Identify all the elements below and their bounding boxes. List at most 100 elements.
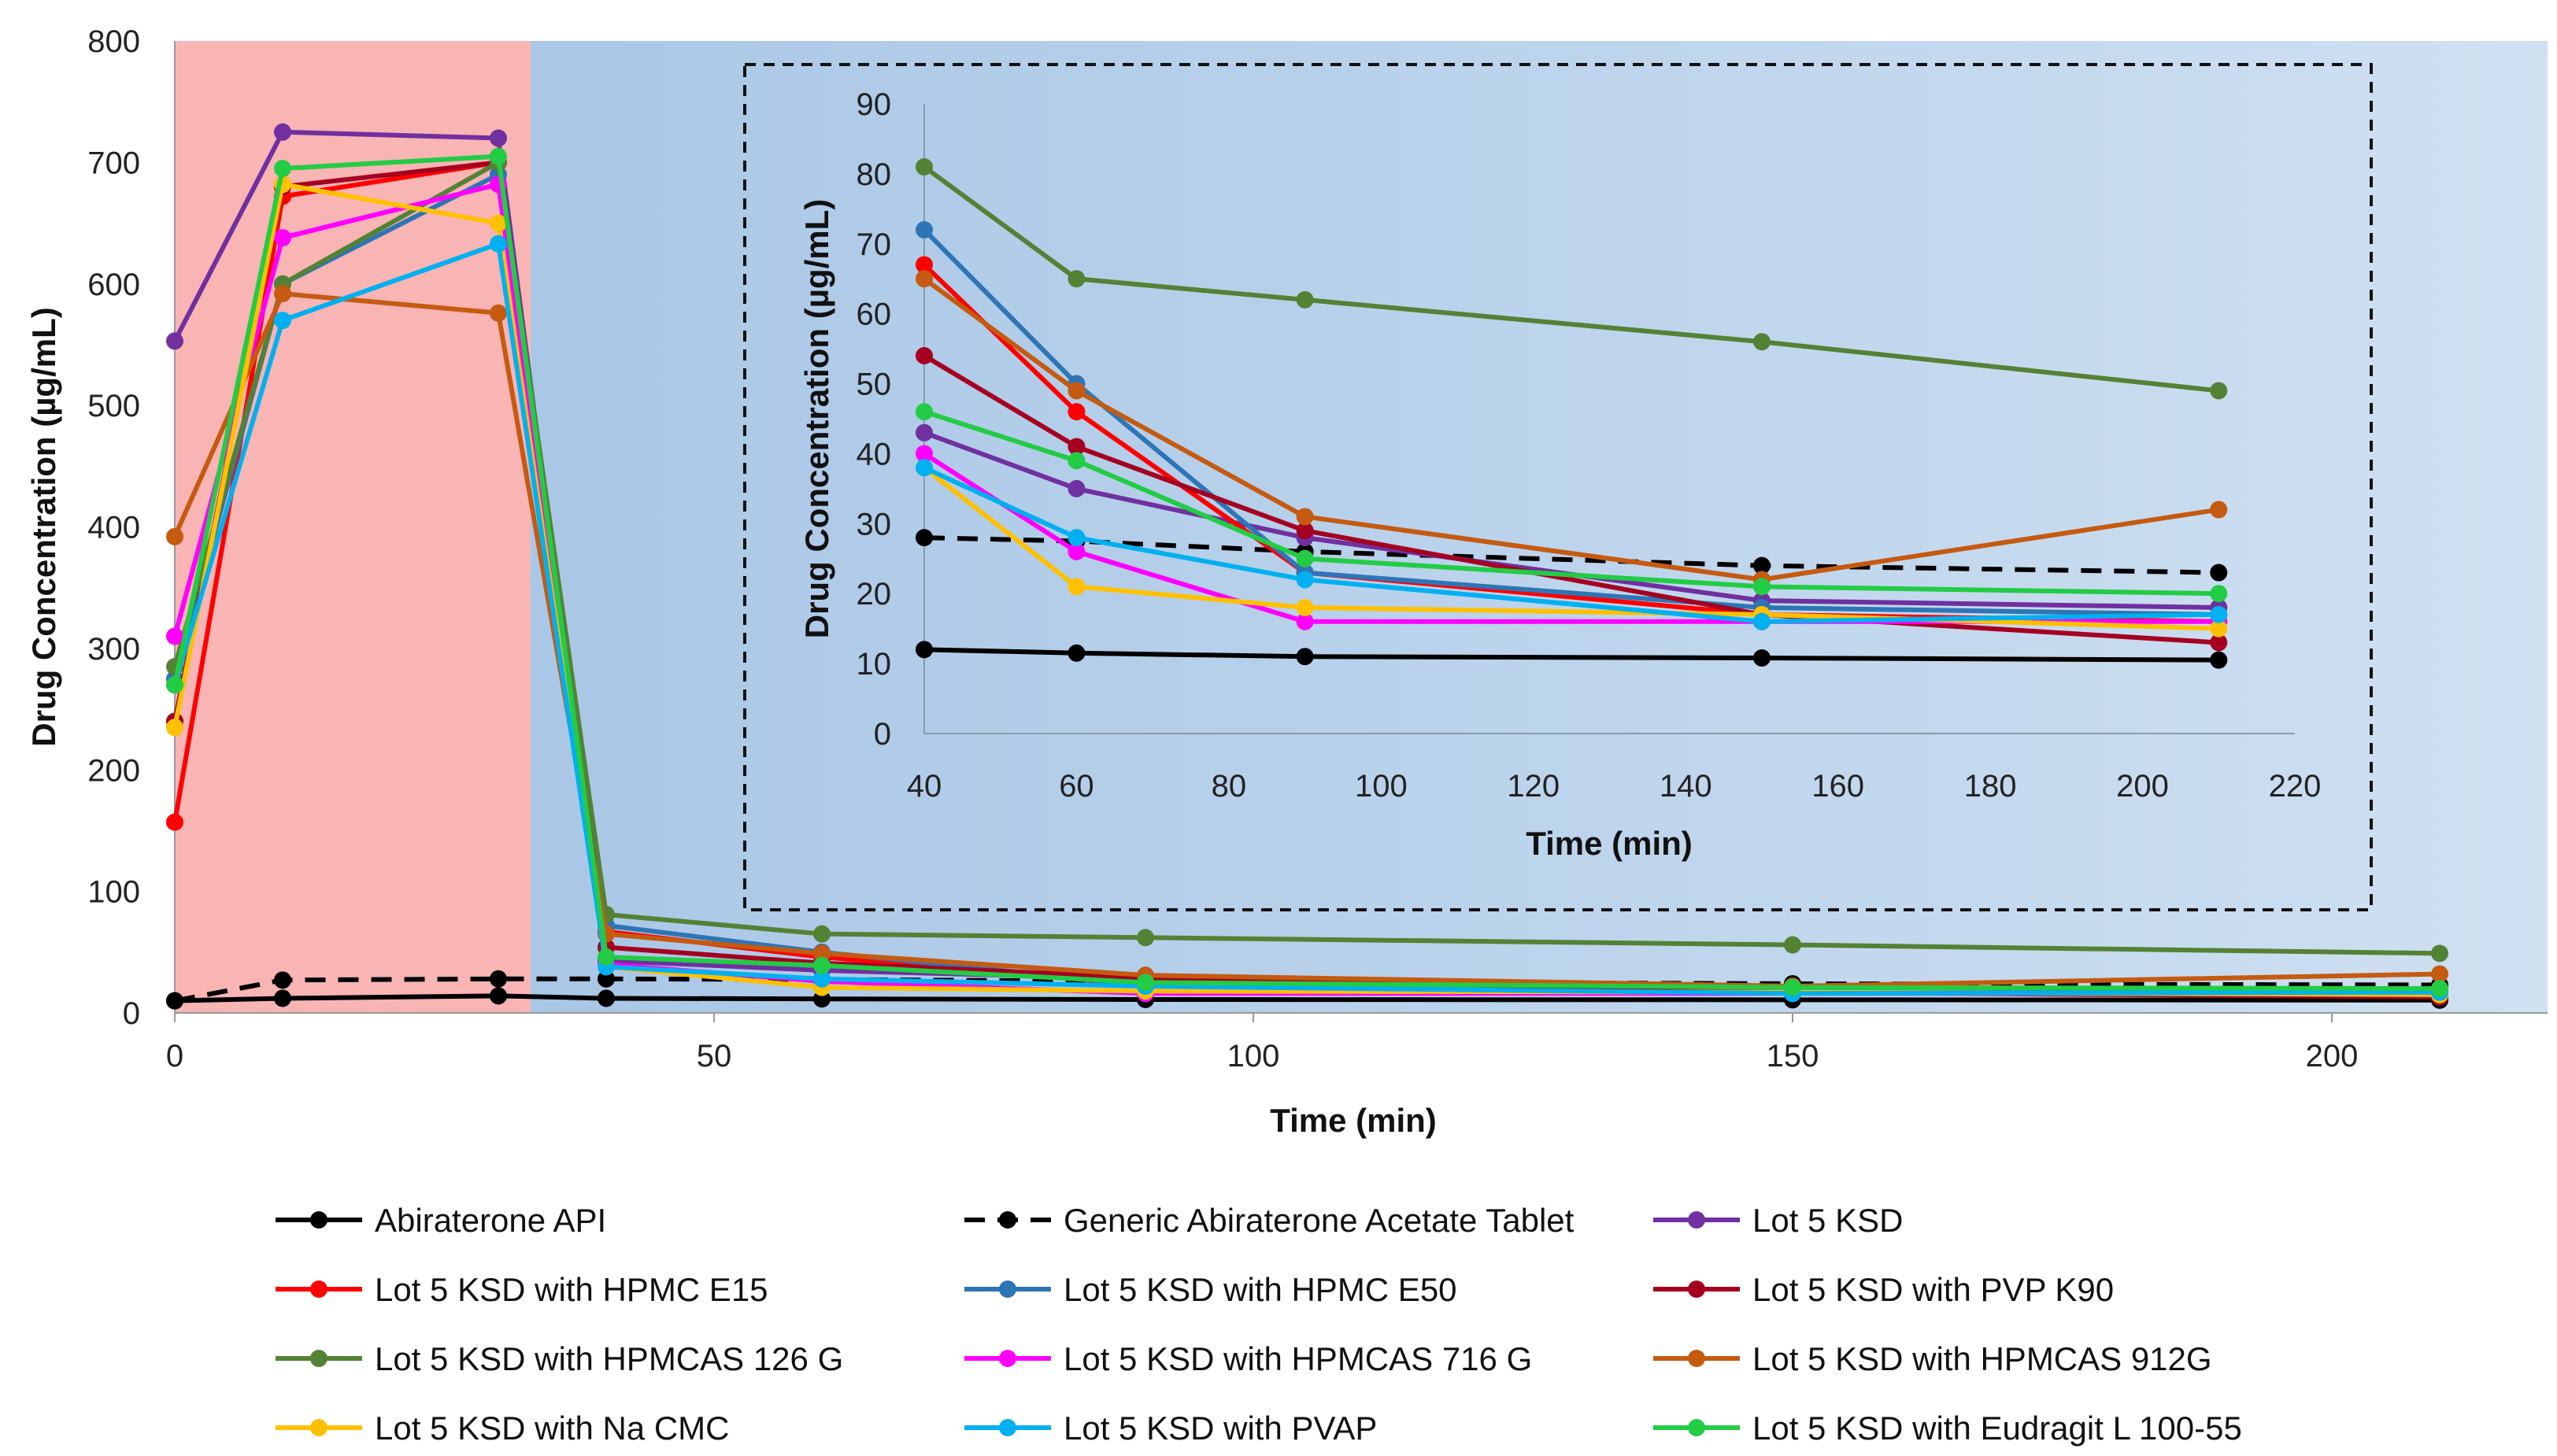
main-point-generic-abiraterone-acetate-tablet-10 xyxy=(274,971,291,989)
inset-y-tick-90: 90 xyxy=(857,87,892,122)
main-line-abiraterone-api xyxy=(174,993,2440,1003)
main-y-tick-200: 200 xyxy=(87,753,140,788)
inset-y-axis-title: Drug Concentration (µg/mL) xyxy=(798,199,835,639)
legend-swatch-marker-lot-5-ksd-with-hpmcas-126-g xyxy=(310,1350,327,1367)
legend-label-lot-5-ksd-with-na-cmc: Lot 5 KSD with Na CMC xyxy=(375,1410,729,1447)
main-x-tick-100: 100 xyxy=(1227,1039,1280,1074)
legend-item-lot-5-ksd: Lot 5 KSD xyxy=(1653,1202,1903,1239)
main-point-lot-5-ksd-with-pvap-10 xyxy=(274,312,291,330)
inset-x-axis-title: Time (min) xyxy=(1526,825,1693,862)
legend-label-lot-5-ksd-with-hpmcas-126-g: Lot 5 KSD with HPMCAS 126 G xyxy=(375,1340,843,1377)
main-point-lot-5-ksd-with-hpmcas-912g-210 xyxy=(2431,965,2448,983)
intestinal-phase-region xyxy=(531,41,2548,1013)
inset-point-abiraterone-api-150 xyxy=(1752,649,1771,667)
legend-item-lot-5-ksd-with-hpmcas-126-g: Lot 5 KSD with HPMCAS 126 G xyxy=(276,1340,843,1377)
inset-point-lot-5-ksd-with-eudragit-l-100-55-90 xyxy=(1296,549,1314,567)
inset-point-abiraterone-api-210 xyxy=(2210,651,2228,669)
main-point-lot-5-ksd-with-pvap-30 xyxy=(490,235,507,253)
main-x-tick-150: 150 xyxy=(1767,1039,1819,1074)
inset-series-lot-5-ksd-with-pvap xyxy=(916,459,2228,630)
inset-point-lot-5-ksd-with-pvap-90 xyxy=(1296,571,1314,589)
inset-point-lot-5-ksd-with-eudragit-l-100-55-60 xyxy=(1068,452,1086,470)
inset-y-tick-50: 50 xyxy=(857,368,892,402)
inset-point-lot-5-ksd-with-hpmcas-912g-40 xyxy=(916,270,933,288)
main-point-lot-5-ksd-with-na-cmc-30 xyxy=(490,214,507,232)
legend-label-lot-5-ksd-with-pvap: Lot 5 KSD with PVAP xyxy=(1064,1410,1377,1447)
main-x-axis-title: Time (min) xyxy=(1270,1102,1437,1139)
main-point-lot-5-ksd-with-eudragit-l-100-55-60 xyxy=(813,956,831,974)
inset-point-lot-5-ksd-with-hpmcas-716-g-40 xyxy=(916,445,933,463)
inset-y-tick-40: 40 xyxy=(857,437,892,471)
inset-x-tick-140: 140 xyxy=(1660,769,1712,804)
gastric-phase-region xyxy=(175,41,531,1013)
main-y-tick-0: 0 xyxy=(123,996,140,1031)
main-point-lot-5-ksd-with-eudragit-l-100-55-210 xyxy=(2431,980,2448,998)
legend-item-lot-5-ksd-with-hpmcas-912g: Lot 5 KSD with HPMCAS 912G xyxy=(1653,1340,2212,1377)
inset-point-lot-5-ksd-with-hpmcas-912g-60 xyxy=(1068,382,1086,400)
main-point-abiraterone-api-10 xyxy=(274,989,291,1007)
legend-swatch-marker-lot-5-ksd-with-hpmc-e15 xyxy=(310,1280,327,1298)
inset-point-lot-5-ksd-with-na-cmc-210 xyxy=(2210,619,2228,637)
legend-label-lot-5-ksd-with-hpmc-e15: Lot 5 KSD with HPMC E15 xyxy=(375,1271,768,1308)
legend-swatch-marker-lot-5-ksd-with-eudragit-l-100-55 xyxy=(1688,1419,1705,1436)
main-point-lot-5-ksd-0 xyxy=(166,332,183,350)
inset-point-lot-5-ksd-with-hpmcas-716-g-60 xyxy=(1068,542,1086,560)
legend-swatch-marker-lot-5-ksd-with-na-cmc xyxy=(310,1419,327,1436)
legend-item-lot-5-ksd-with-na-cmc: Lot 5 KSD with Na CMC xyxy=(276,1410,729,1447)
main-point-lot-5-ksd-with-eudragit-l-100-55-10 xyxy=(274,160,291,178)
main-line-lot-5-ksd-with-eudragit-l-100-55 xyxy=(172,153,2440,992)
main-point-abiraterone-api-30 xyxy=(490,987,507,1005)
inset-point-lot-5-ksd-with-eudragit-l-100-55-210 xyxy=(2210,585,2228,603)
legend-label-lot-5-ksd-with-hpmc-e50: Lot 5 KSD with HPMC E50 xyxy=(1064,1271,1457,1308)
main-point-lot-5-ksd-with-eudragit-l-100-55-90 xyxy=(1137,974,1154,992)
legend-item-lot-5-ksd-with-hpmc-e50: Lot 5 KSD with HPMC E50 xyxy=(964,1271,1457,1308)
main-point-lot-5-ksd-with-hpmcas-912g-0 xyxy=(166,527,183,545)
main-point-lot-5-ksd-with-hpmcas-126-g-60 xyxy=(813,925,831,943)
inset-x-tick-160: 160 xyxy=(1811,769,1864,804)
legend-item-generic-abiraterone-acetate-tablet: Generic Abiraterone Acetate Tablet xyxy=(964,1202,1575,1239)
inset-point-lot-5-ksd-60 xyxy=(1068,479,1086,497)
main-point-lot-5-ksd-with-hpmcas-716-g-0 xyxy=(166,627,183,645)
legend-label-abiraterone-api: Abiraterone API xyxy=(375,1202,606,1239)
main-point-lot-5-ksd-with-na-cmc-0 xyxy=(166,719,183,737)
inset-point-generic-abiraterone-acetate-tablet-150 xyxy=(1752,556,1771,575)
inset-point-lot-5-ksd-with-eudragit-l-100-55-40 xyxy=(916,403,933,421)
main-x-tick-200: 200 xyxy=(2306,1039,2359,1074)
inset-x-tick-120: 120 xyxy=(1507,769,1560,804)
inset-series-lot-5-ksd-with-eudragit-l-100-55 xyxy=(916,403,2228,603)
main-point-lot-5-ksd-with-eudragit-l-100-55-30 xyxy=(490,147,507,165)
inset-point-abiraterone-api-90 xyxy=(1296,648,1314,666)
main-x-tick-50: 50 xyxy=(697,1039,732,1074)
inset-point-lot-5-ksd-with-na-cmc-90 xyxy=(1296,599,1314,616)
legend-swatch-marker-lot-5-ksd-with-hpmc-e50 xyxy=(999,1280,1016,1298)
main-point-lot-5-ksd-with-hpmcas-126-g-210 xyxy=(2431,944,2448,963)
main-point-lot-5-ksd-10 xyxy=(274,123,291,141)
inset-x-tick-100: 100 xyxy=(1355,769,1408,804)
legend-item-lot-5-ksd-with-eudragit-l-100-55: Lot 5 KSD with Eudragit L 100-55 xyxy=(1653,1410,2242,1447)
inset-series-abiraterone-api xyxy=(916,641,2228,669)
inset-point-lot-5-ksd-with-hpmcas-126-g-90 xyxy=(1296,290,1314,309)
legend-label-lot-5-ksd: Lot 5 KSD xyxy=(1752,1202,1903,1239)
inset-point-abiraterone-api-60 xyxy=(1068,644,1086,662)
legend-swatch-marker-lot-5-ksd-with-hpmcas-716-g xyxy=(999,1350,1016,1367)
legend-swatch-marker-lot-5-ksd xyxy=(1688,1211,1705,1229)
main-line-lot-5-ksd-with-pvap xyxy=(172,241,2440,996)
inset-point-lot-5-ksd-with-hpmcas-912g-210 xyxy=(2210,501,2228,519)
inset-y-tick-70: 70 xyxy=(857,227,892,262)
inset-y-tick-10: 10 xyxy=(857,647,892,682)
inset-x-tick-200: 200 xyxy=(2116,769,2169,804)
inset-point-lot-5-ksd-with-hpmc-e15-60 xyxy=(1068,403,1086,421)
inset-point-lot-5-ksd-40 xyxy=(916,423,933,442)
main-point-lot-5-ksd-with-hpmcas-912g-30 xyxy=(490,304,507,322)
main-point-lot-5-ksd-with-eudragit-l-100-55-150 xyxy=(1784,978,1801,996)
inset-point-generic-abiraterone-acetate-tablet-210 xyxy=(2210,564,2228,582)
main-y-tick-600: 600 xyxy=(87,268,140,302)
legend-swatch-marker-lot-5-ksd-with-hpmcas-912g xyxy=(1688,1350,1705,1367)
inset-x-tick-40: 40 xyxy=(907,769,942,804)
inset-point-lot-5-ksd-with-pvp-k90-60 xyxy=(1068,438,1086,456)
main-point-abiraterone-api-40 xyxy=(598,989,615,1007)
inset-point-lot-5-ksd-with-hpmcas-716-g-90 xyxy=(1296,612,1314,630)
inset-point-lot-5-ksd-with-pvap-150 xyxy=(1752,612,1771,630)
legend-label-lot-5-ksd-with-eudragit-l-100-55: Lot 5 KSD with Eudragit L 100-55 xyxy=(1752,1410,2242,1447)
